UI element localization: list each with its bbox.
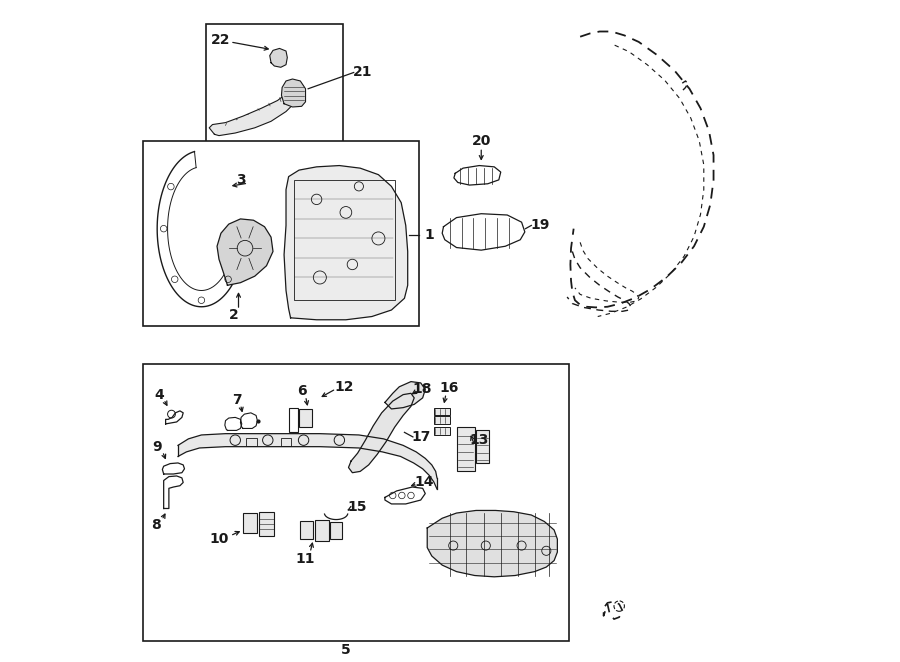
Polygon shape: [284, 166, 408, 320]
Bar: [476, 430, 489, 463]
Bar: [456, 427, 474, 471]
Polygon shape: [178, 434, 437, 489]
Bar: [281, 438, 292, 446]
Bar: [247, 438, 256, 446]
Text: 1: 1: [424, 228, 434, 242]
Bar: [301, 521, 313, 539]
Text: 14: 14: [414, 475, 434, 489]
Text: 2: 2: [230, 308, 238, 322]
Polygon shape: [348, 393, 414, 473]
Bar: [434, 408, 450, 416]
Bar: [289, 408, 298, 432]
Bar: [143, 141, 419, 326]
Bar: [243, 513, 257, 532]
Bar: [434, 416, 450, 424]
Polygon shape: [209, 94, 293, 136]
Bar: [315, 520, 329, 541]
Text: 3: 3: [236, 173, 246, 187]
Text: 4: 4: [154, 388, 164, 402]
Bar: [330, 522, 342, 539]
Polygon shape: [282, 79, 305, 107]
Text: 19: 19: [530, 218, 550, 232]
Bar: [299, 409, 312, 427]
Text: 10: 10: [210, 532, 229, 546]
Text: 9: 9: [152, 440, 162, 453]
Bar: [258, 512, 274, 536]
Text: 6: 6: [297, 385, 306, 399]
Text: 5: 5: [341, 643, 351, 657]
Polygon shape: [428, 510, 557, 577]
Text: 7: 7: [231, 393, 241, 407]
Text: 13: 13: [470, 433, 489, 447]
Text: 8: 8: [151, 518, 161, 532]
Bar: [143, 364, 569, 641]
Polygon shape: [270, 48, 287, 68]
Text: 11: 11: [296, 551, 315, 565]
Bar: [293, 180, 395, 301]
Text: 18: 18: [413, 383, 432, 397]
Text: 17: 17: [411, 430, 430, 444]
Text: 15: 15: [347, 500, 367, 514]
Text: 22: 22: [212, 33, 230, 47]
Text: 16: 16: [439, 381, 458, 395]
Text: 20: 20: [472, 134, 491, 148]
Bar: [434, 427, 450, 435]
Polygon shape: [385, 381, 426, 409]
Text: 21: 21: [353, 66, 372, 79]
Bar: [206, 24, 343, 144]
Text: 12: 12: [335, 380, 355, 394]
Polygon shape: [217, 219, 273, 285]
